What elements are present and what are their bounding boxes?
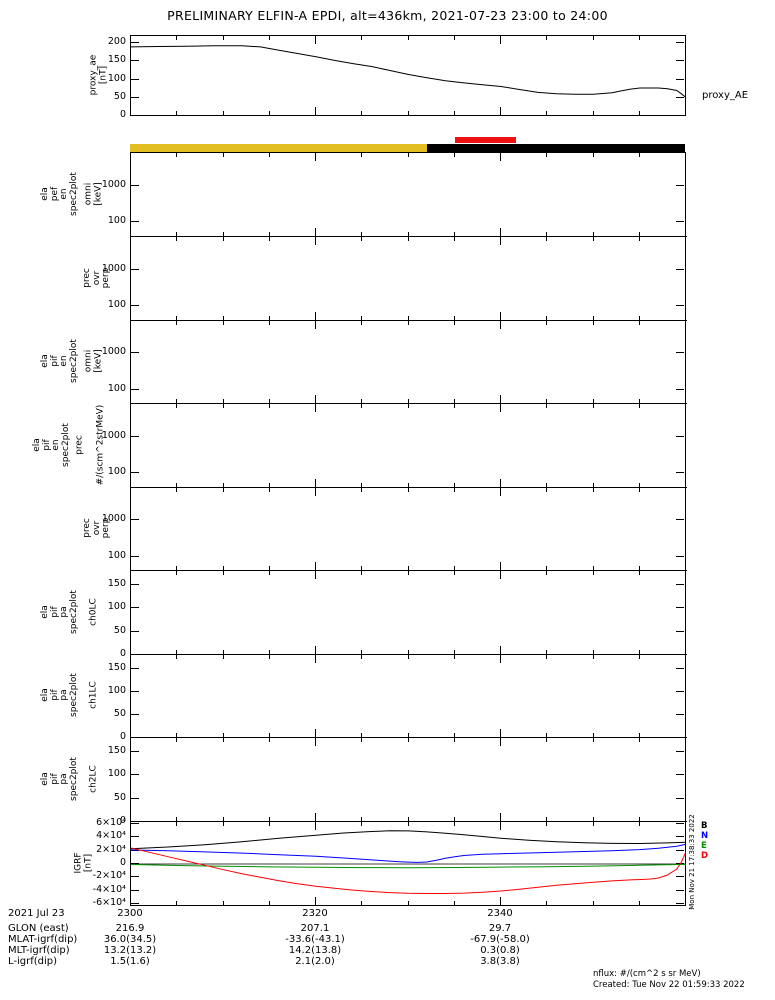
y-tick-label: 0 bbox=[119, 109, 126, 120]
glon-value-1: 216.9 bbox=[115, 923, 145, 934]
glon-value-3: 29.7 bbox=[488, 923, 512, 934]
pif-en-omni-ylabel: ela pif en spec2plot bbox=[40, 339, 79, 383]
l-shell-row-label: L-igrf(dip) bbox=[8, 956, 58, 967]
science-zone-bar bbox=[130, 144, 685, 152]
y-tick-label: -6×10⁴ bbox=[92, 897, 126, 908]
stacked-panels-frame bbox=[130, 152, 686, 906]
y-tick-label: 100 bbox=[107, 215, 126, 226]
mlt-value-3: 0.3(0.8) bbox=[480, 945, 520, 956]
zone-bar-segment bbox=[130, 144, 427, 152]
l-shell-value-2: 2.1(2.0) bbox=[295, 956, 335, 967]
igrf-legend-e: E bbox=[701, 841, 707, 851]
nflux-units-ylabel: #/(scm^2strMeV) bbox=[95, 404, 106, 486]
y-tick-label: 0 bbox=[119, 815, 126, 826]
proxy-ae-series-label: proxy_AE bbox=[702, 90, 749, 101]
l-shell-value-3: 3.8(3.8) bbox=[480, 956, 520, 967]
mlat-value-3: -67.9(-58.0) bbox=[470, 934, 530, 945]
side-timestamp: Mon Nov 21 17:38:33 2022 bbox=[688, 814, 696, 910]
created-timestamp: Created: Tue Nov 22 01:59:33 2022 bbox=[593, 980, 745, 990]
pif-en-prec-ylabel-sub: prec bbox=[74, 435, 85, 455]
pif-pa-ch0-ylabel: ela pif pa spec2plot bbox=[40, 590, 79, 634]
l-shell-value-1: 1.5(1.6) bbox=[110, 956, 150, 967]
y-tick-label: 100 bbox=[107, 550, 126, 561]
mlt-row-label: MLT-igrf(dip) bbox=[8, 945, 70, 956]
pif-pa-ch2-ylabel: ela pif pa spec2plot bbox=[40, 757, 79, 801]
y-tick-label: 200 bbox=[107, 36, 126, 47]
pif-pa-ch0-ylabel-sub: ch0LC bbox=[88, 598, 99, 626]
mlat-value-2: -33.6(-43.1) bbox=[285, 934, 345, 945]
y-tick-label: 150 bbox=[107, 578, 126, 589]
y-tick-label: 100 bbox=[107, 383, 126, 394]
zone-bar-segment bbox=[426, 144, 685, 152]
proxy-ae-ylabel: proxy_ae [nT] bbox=[88, 54, 109, 96]
pif-pa-ch1-ylabel: ela pif pa spec2plot bbox=[40, 673, 79, 717]
glon-value-2: 207.1 bbox=[300, 923, 330, 934]
pif-prec-ovr-perp-ylabel: prec ovr perp bbox=[81, 517, 111, 539]
pif-pa-ch1-ylabel-sub: ch1LC bbox=[88, 681, 99, 709]
mlat-value-1: 36.0(34.5) bbox=[103, 934, 157, 945]
y-tick-label: 4×10⁴ bbox=[96, 830, 126, 841]
igrf-legend-b: B bbox=[701, 821, 708, 831]
x-axis-tick-label: 2340 bbox=[487, 908, 513, 919]
y-tick-label: -4×10⁴ bbox=[92, 884, 126, 895]
x-axis-tick-label: 2320 bbox=[302, 908, 328, 919]
date-label: 2021 Jul 23 bbox=[8, 908, 65, 919]
y-tick-label: 6×10⁴ bbox=[96, 817, 126, 828]
nflux-units-note: nflux: #/(cm^2 s sr MeV) bbox=[593, 969, 701, 979]
pef-en-omni-ylabel: ela pef en spec2plot bbox=[40, 172, 79, 216]
plot-title: PRELIMINARY ELFIN-A EPDI, alt=436km, 202… bbox=[167, 8, 608, 23]
glon-row-label: GLON (east) bbox=[8, 923, 69, 934]
y-tick-label: 100 bbox=[107, 299, 126, 310]
igrf-legend-d: D bbox=[701, 851, 709, 861]
proxy-ae-panel bbox=[130, 35, 686, 116]
pif-en-omni-ylabel-units: omni [keV] bbox=[83, 349, 104, 373]
zone-bar-red-marker bbox=[454, 137, 516, 143]
igrf-ylabel: IGRF [nT] bbox=[73, 852, 94, 874]
mlat-row-label: MLAT-igrf(dip) bbox=[8, 934, 78, 945]
x-axis-tick-label: 2300 bbox=[117, 908, 143, 919]
pef-en-omni-ylabel-units: omni [keV] bbox=[83, 182, 104, 206]
y-tick-label: 150 bbox=[107, 745, 126, 756]
mlt-value-1: 13.2(13.2) bbox=[103, 945, 157, 956]
pif-en-prec-ylabel: ela pif en spec2plot bbox=[32, 423, 71, 467]
pif-pa-ch2-ylabel-sub: ch2LC bbox=[88, 765, 99, 793]
pef-prec-ovr-perp-ylabel: prec ovr perp bbox=[81, 267, 111, 289]
igrf-legend-n: N bbox=[701, 831, 709, 841]
y-tick-label: 0 bbox=[119, 648, 126, 659]
y-tick-label: 0 bbox=[119, 731, 126, 742]
mlt-value-2: 14.2(13.8) bbox=[288, 945, 342, 956]
